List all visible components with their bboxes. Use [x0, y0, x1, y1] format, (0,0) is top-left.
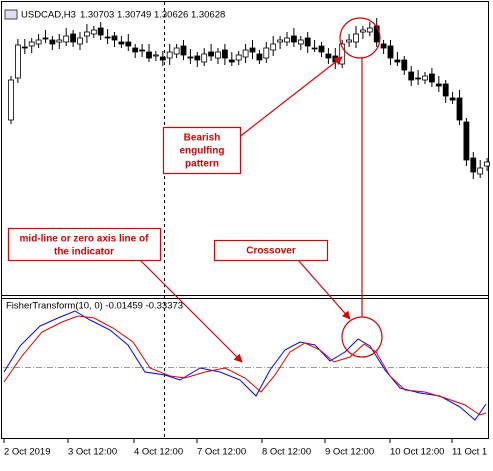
candle-body	[49, 39, 56, 45]
x-tick-label: 10 Oct 12:00	[390, 447, 444, 458]
candle-body	[284, 37, 290, 43]
candle-body	[228, 59, 235, 63]
candle-body	[435, 83, 442, 87]
candle-body	[366, 27, 373, 33]
candle-body	[221, 49, 228, 59]
candle-body	[180, 45, 187, 56]
annotation-box	[213, 239, 329, 262]
x-tick-label: 3 Oct 12:00	[68, 447, 117, 458]
x-tick-label: 8 Oct 12:00	[262, 447, 311, 458]
candle-body	[84, 31, 90, 37]
arrow	[237, 56, 343, 139]
arrow	[297, 259, 351, 320]
candle-body	[380, 43, 387, 49]
candle-body	[201, 53, 208, 63]
candle-body	[359, 29, 366, 33]
candle-body	[215, 51, 221, 59]
candle-body	[90, 29, 97, 35]
candle-body	[139, 49, 146, 52]
annotation-box	[162, 126, 242, 175]
candle-body	[208, 51, 215, 57]
candle-body	[187, 56, 194, 59]
candle-body	[477, 167, 484, 175]
annotation-text: Crossover	[246, 246, 296, 257]
candle-body	[263, 47, 270, 59]
candle-body	[401, 59, 408, 71]
candle-body	[8, 79, 14, 121]
candle-body	[311, 47, 318, 50]
candle-body	[111, 35, 118, 41]
candle-body	[304, 37, 311, 47]
candle-body	[235, 54, 242, 61]
annotation-box	[7, 227, 162, 262]
candle-body	[118, 41, 125, 45]
candle-body	[14, 44, 21, 79]
ohlc-label: 1.30703 1.30749 1.30626 1.30628	[80, 10, 225, 21]
candle-body	[159, 56, 166, 61]
candle-body	[297, 39, 304, 45]
annotation-text: the indicator	[54, 247, 114, 258]
candle-body	[318, 45, 325, 53]
candle-body	[104, 36, 111, 39]
x-tick-label: 7 Oct 12:00	[197, 447, 246, 458]
candle-body	[132, 47, 139, 53]
annotation-text: Bearish	[184, 133, 221, 144]
candle-body	[42, 37, 49, 40]
x-tick-label: 11 Oct 1	[452, 447, 487, 458]
chart-frame	[1, 1, 489, 439]
candle-body	[290, 35, 297, 43]
candle-body	[70, 33, 76, 43]
symbol-label: USDCAD,H3	[21, 10, 76, 21]
candle-body	[428, 73, 435, 83]
candle-body	[463, 121, 470, 161]
candle-body	[408, 71, 415, 81]
indicator-label: FisherTransform(10, 0) -0.01459 -0.33373	[6, 301, 183, 312]
candle-body	[63, 35, 70, 43]
candle-body	[270, 43, 277, 51]
candle-body	[97, 27, 104, 36]
candle-body	[56, 39, 63, 43]
candle-body	[277, 39, 284, 43]
candle-body	[394, 59, 401, 63]
candle-body	[152, 54, 159, 57]
x-tick-label: 4 Oct 12:00	[134, 447, 183, 458]
candle-body	[325, 53, 332, 59]
candles	[8, 18, 491, 179]
candle-body	[373, 25, 380, 43]
chart-icon	[4, 9, 18, 20]
candle-body	[242, 49, 249, 58]
candle-body	[21, 46, 28, 49]
candle-body	[484, 161, 491, 167]
candle-body	[249, 47, 256, 53]
annotation-text: pattern	[185, 159, 219, 170]
annotation-text: mid-line or zero axis line of	[20, 234, 150, 245]
trigger-line	[3, 315, 487, 416]
candle-body	[77, 37, 83, 45]
x-axis: 2 Oct 2019 3 Oct 12:00 4 Oct 12:00 7 Oct 12…	[3, 438, 487, 458]
candle-body	[449, 97, 456, 101]
annotation-text: engulfing	[180, 146, 225, 157]
candle-body	[194, 55, 201, 61]
candle-body	[28, 41, 35, 47]
candle-body	[125, 41, 132, 47]
candle-body	[442, 83, 449, 97]
candle-body	[146, 51, 152, 59]
candle-body	[415, 77, 422, 80]
highlight-circle	[339, 17, 381, 59]
x-tick-label: 2 Oct 2019	[4, 447, 50, 458]
candle-body	[353, 33, 359, 43]
arrow	[137, 257, 243, 363]
x-tick-label: 9 Oct 12:00	[325, 447, 374, 458]
candle-body	[256, 53, 263, 61]
candle-body	[346, 39, 353, 43]
candle-body	[35, 39, 42, 45]
candle-body	[422, 75, 428, 81]
candle-body	[470, 157, 477, 173]
candle-body	[387, 45, 394, 59]
candle-body	[166, 51, 173, 59]
candle-body	[173, 47, 180, 55]
candle-body	[456, 97, 463, 121]
